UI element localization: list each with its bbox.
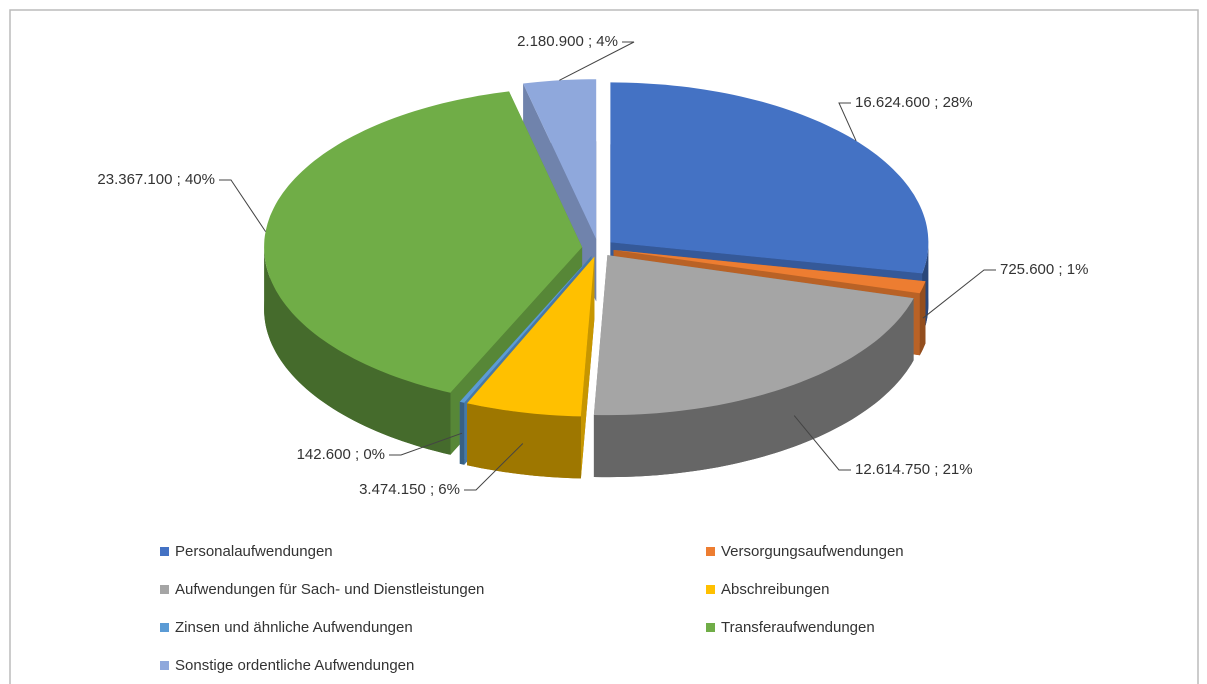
leader-line: [793, 415, 851, 471]
slice-wall: [467, 403, 581, 479]
slice: [593, 255, 914, 416]
legend-swatch: [160, 547, 169, 556]
data-label: 16.624.600 ; 28%: [855, 94, 973, 111]
legend-label: Abschreibungen: [721, 581, 829, 598]
slice-wall: [919, 281, 926, 356]
data-label: 725.600 ; 1%: [1000, 261, 1088, 278]
data-label: 2.180.900 ; 4%: [517, 33, 618, 50]
legend-label: Personalaufwendungen: [175, 543, 333, 560]
slice-wall: [593, 298, 914, 478]
slice: [610, 82, 929, 274]
legend-swatch: [160, 661, 169, 670]
legend-swatch: [160, 585, 169, 594]
slice: [459, 256, 592, 403]
slice: [467, 256, 595, 417]
legend-label: Sonstige ordentliche Aufwendungen: [175, 657, 414, 674]
data-label: 142.600 ; 0%: [297, 446, 385, 463]
legend-label: Aufwendungen für Sach- und Dienstleistun…: [175, 581, 484, 598]
slice: [523, 79, 597, 240]
legend-swatch: [160, 623, 169, 632]
slice: [613, 250, 926, 294]
legend-swatch: [706, 547, 715, 556]
legend-label: Transferaufwendungen: [721, 619, 875, 636]
legend-swatch: [706, 585, 715, 594]
slice: [264, 91, 583, 393]
data-label: 3.474.150 ; 6%: [359, 481, 460, 498]
slice-wall: [264, 247, 451, 455]
chart-frame: [9, 9, 1199, 684]
data-label: 12.614.750 ; 21%: [855, 461, 973, 478]
data-label: 23.367.100 ; 40%: [97, 171, 215, 188]
leader-line: [838, 102, 857, 142]
leader-line: [389, 432, 463, 456]
leader-line: [559, 41, 635, 81]
leader-line: [219, 179, 267, 232]
leader-line: [922, 269, 996, 319]
legend-swatch: [706, 623, 715, 632]
leader-line: [464, 443, 524, 491]
legend-label: Zinsen und ähnliche Aufwendungen: [175, 619, 413, 636]
legend-label: Versorgungsaufwendungen: [721, 543, 904, 560]
